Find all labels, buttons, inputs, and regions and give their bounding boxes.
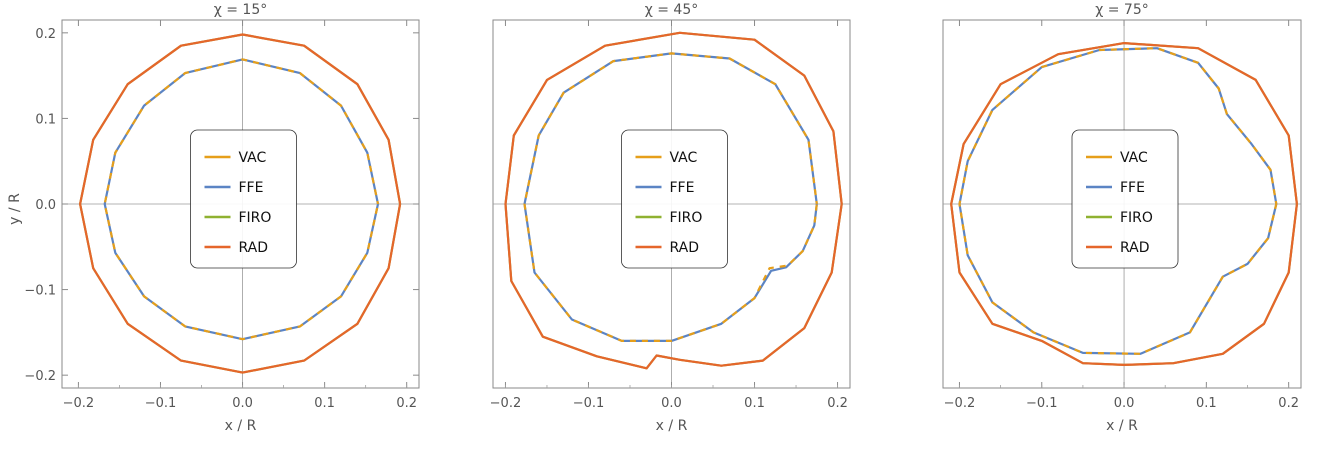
y-tick-label: 0.0 [35,198,56,213]
panel-title: χ = 75° [1095,2,1149,18]
panel-3: −0.2 −0.1 0.0 0.1 0.2 χ = 75° x / R VAC FFE FIRO R… [942,2,1302,434]
x-tick-label: −0.2 [944,396,976,411]
x-tick-label: 0.2 [1278,396,1299,411]
x-tick-label: 0.1 [314,396,335,411]
y-axis-label: y / R [7,193,23,225]
y-tick-label: −0.1 [24,284,56,299]
x-tick-label: −0.2 [63,396,95,411]
legend-label-rad: RAD [670,240,700,256]
series-rad-line [950,42,1298,366]
series-rad-line [79,33,402,374]
legend-label-firo: FIRO [239,210,272,226]
panel-1: −0.2 −0.1 0.0 0.1 0.2 −0.2 −0.1 0.0 0.1 0.2 χ = 15… [24,2,420,434]
panel-title: χ = 15° [214,2,268,18]
series-rad-line [504,31,843,370]
panel-2: −0.2 −0.1 0.0 0.1 0.2 χ = 45° x / R VAC FFE FIRO R… [490,2,851,434]
x-tick-label: 0.2 [827,396,848,411]
series-vac-line [103,58,380,341]
legend-label-firo: FIRO [1120,210,1153,226]
legend-label-vac: VAC [239,150,267,166]
x-tick-label: −0.1 [145,396,177,411]
legend-label-ffe: FFE [1120,180,1145,196]
series-vac-line [523,52,818,342]
legend-label-rad: RAD [1120,240,1150,256]
legend-label-firo: FIRO [670,210,703,226]
x-tick-label: 0.0 [232,396,253,411]
x-tick-label: −0.2 [490,396,522,411]
x-tick-label: 0.2 [396,396,417,411]
legend-label-ffe: FFE [670,180,695,196]
x-tick-label: 0.0 [1114,396,1135,411]
x-axis-label: x / R [1106,418,1138,434]
x-tick-label: 0.0 [661,396,682,411]
x-tick-label: −0.1 [1026,396,1058,411]
x-tick-label: −0.1 [573,396,605,411]
legend-label-vac: VAC [670,150,698,166]
panel-title: χ = 45° [645,2,699,18]
legend-box [621,129,728,269]
legend-label-rad: RAD [239,240,269,256]
legend-box [1071,129,1179,269]
y-tick-label: 0.2 [35,27,56,42]
y-tick-label: 0.1 [35,112,56,127]
series-vac-line [958,47,1278,355]
legend-label-ffe: FFE [239,180,264,196]
legend-box [190,129,297,269]
x-tick-label: 0.1 [1196,396,1217,411]
x-axis-label: x / R [225,418,257,434]
legend-label-vac: VAC [1120,150,1148,166]
x-tick-label: 0.1 [744,396,765,411]
y-tick-label: −0.2 [24,369,56,384]
x-axis-label: x / R [656,418,688,434]
